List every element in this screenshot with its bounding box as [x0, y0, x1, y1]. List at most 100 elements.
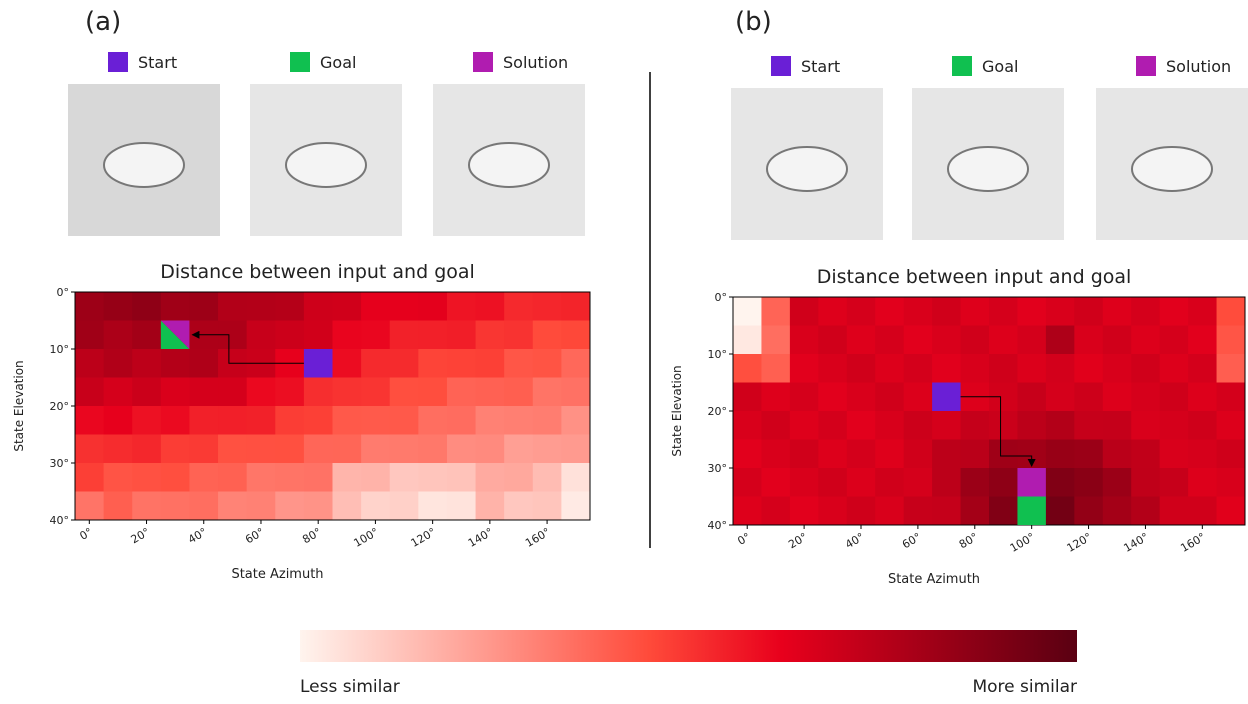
heat-cell: [446, 406, 477, 435]
heat-cell: [1159, 382, 1189, 412]
heat-cell: [903, 468, 933, 497]
heat-cell: [561, 320, 591, 350]
heat-cell: [103, 320, 133, 350]
y-tick-label: 30°: [50, 457, 70, 470]
heat-cell: [818, 411, 848, 440]
legend-label: Start: [138, 53, 177, 72]
heat-cell: [446, 377, 477, 407]
legend-swatch: [952, 56, 972, 76]
heat-cell: [875, 439, 905, 469]
heat-cell: [818, 496, 848, 526]
heat-cell: [761, 496, 791, 526]
solution-marker: [1017, 468, 1046, 497]
colorbar: [300, 630, 1077, 662]
heat-cell: [1131, 382, 1161, 412]
heat-cell: [989, 411, 1018, 440]
heat-cell: [761, 297, 791, 326]
heat-cell: [475, 292, 505, 321]
heat-cell: [960, 496, 990, 526]
y-tick-label: 40°: [50, 514, 70, 527]
heat-cell: [504, 406, 534, 435]
heat-cell: [561, 463, 591, 492]
heat-cell: [1188, 439, 1218, 469]
heat-cell: [446, 434, 477, 464]
heat-cell: [1131, 468, 1161, 497]
heat-cell: [846, 496, 876, 526]
heat-cell: [246, 434, 276, 464]
start-marker: [932, 382, 961, 411]
heat-cell: [1045, 439, 1075, 469]
heat-cell: [103, 377, 133, 407]
heat-cell: [761, 382, 791, 412]
heat-cell: [332, 377, 362, 407]
heat-cell: [504, 491, 534, 521]
x-tick-label: 20°: [786, 530, 809, 551]
heat-cell: [932, 325, 962, 355]
heat-cell: [103, 434, 133, 464]
heat-cell: [475, 406, 505, 435]
heat-cell: [275, 377, 305, 407]
x-tick-label: 60°: [243, 525, 266, 546]
heat-cell: [875, 297, 905, 326]
heat-cell: [75, 349, 105, 378]
heat-cell: [733, 411, 762, 440]
heat-cell: [446, 491, 477, 521]
heat-cell: [761, 354, 791, 383]
y-tick-label: 10°: [50, 343, 70, 356]
heat-cell: [1017, 325, 1047, 355]
heat-cell: [733, 354, 762, 383]
heat-cell: [332, 292, 362, 321]
legend-label: Solution: [1166, 57, 1231, 76]
heat-cell: [846, 411, 876, 440]
heat-cell: [218, 434, 248, 464]
heat-cell: [160, 463, 190, 492]
heat-cell: [1216, 325, 1246, 355]
x-tick-label: 100°: [351, 525, 380, 550]
heat-cell: [1074, 325, 1104, 355]
heat-cell: [1131, 411, 1161, 440]
heat-cell: [761, 468, 791, 497]
heat-cell: [1102, 297, 1132, 326]
heat-cell: [132, 320, 162, 350]
heat-cell: [218, 406, 248, 435]
x-tick-label: 140°: [466, 525, 495, 550]
heat-cell: [532, 349, 562, 378]
heat-cell: [1074, 496, 1104, 526]
legend-swatch: [1136, 56, 1156, 76]
heat-cell: [132, 434, 162, 464]
heat-cell: [160, 377, 190, 407]
heat-cell: [475, 320, 505, 350]
heat-cell: [103, 463, 133, 492]
heat-cell: [789, 325, 819, 355]
heat-cell: [989, 468, 1018, 497]
heat-cell: [303, 491, 333, 521]
x-tick-label: 60°: [900, 530, 923, 551]
heat-cell: [504, 320, 534, 350]
heat-cell: [418, 434, 448, 464]
heat-cell: [103, 406, 133, 435]
y-tick-label: 20°: [50, 400, 70, 413]
heat-cell: [189, 377, 219, 407]
y-tick-label: 10°: [708, 348, 728, 361]
heat-cell: [1045, 411, 1075, 440]
heat-cell: [932, 439, 962, 469]
heat-cell: [504, 349, 534, 378]
heat-cell: [532, 434, 562, 464]
heat-cell: [846, 468, 876, 497]
heat-cell: [75, 491, 105, 521]
car: [1131, 146, 1213, 192]
heat-cell: [275, 406, 305, 435]
heat-cell: [1102, 468, 1132, 497]
heat-cell: [789, 382, 819, 412]
x-tick-label: 0°: [77, 525, 94, 543]
heat-cell: [1159, 354, 1189, 383]
heat-cell: [475, 377, 505, 407]
x-tick-label: 80°: [957, 530, 980, 551]
heat-cell: [475, 434, 505, 464]
heat-cell: [418, 377, 448, 407]
heat-cell: [1216, 411, 1246, 440]
heat-cell: [989, 439, 1018, 469]
heat-cell: [1017, 354, 1047, 383]
heat-cell: [189, 406, 219, 435]
legend-swatch: [771, 56, 791, 76]
